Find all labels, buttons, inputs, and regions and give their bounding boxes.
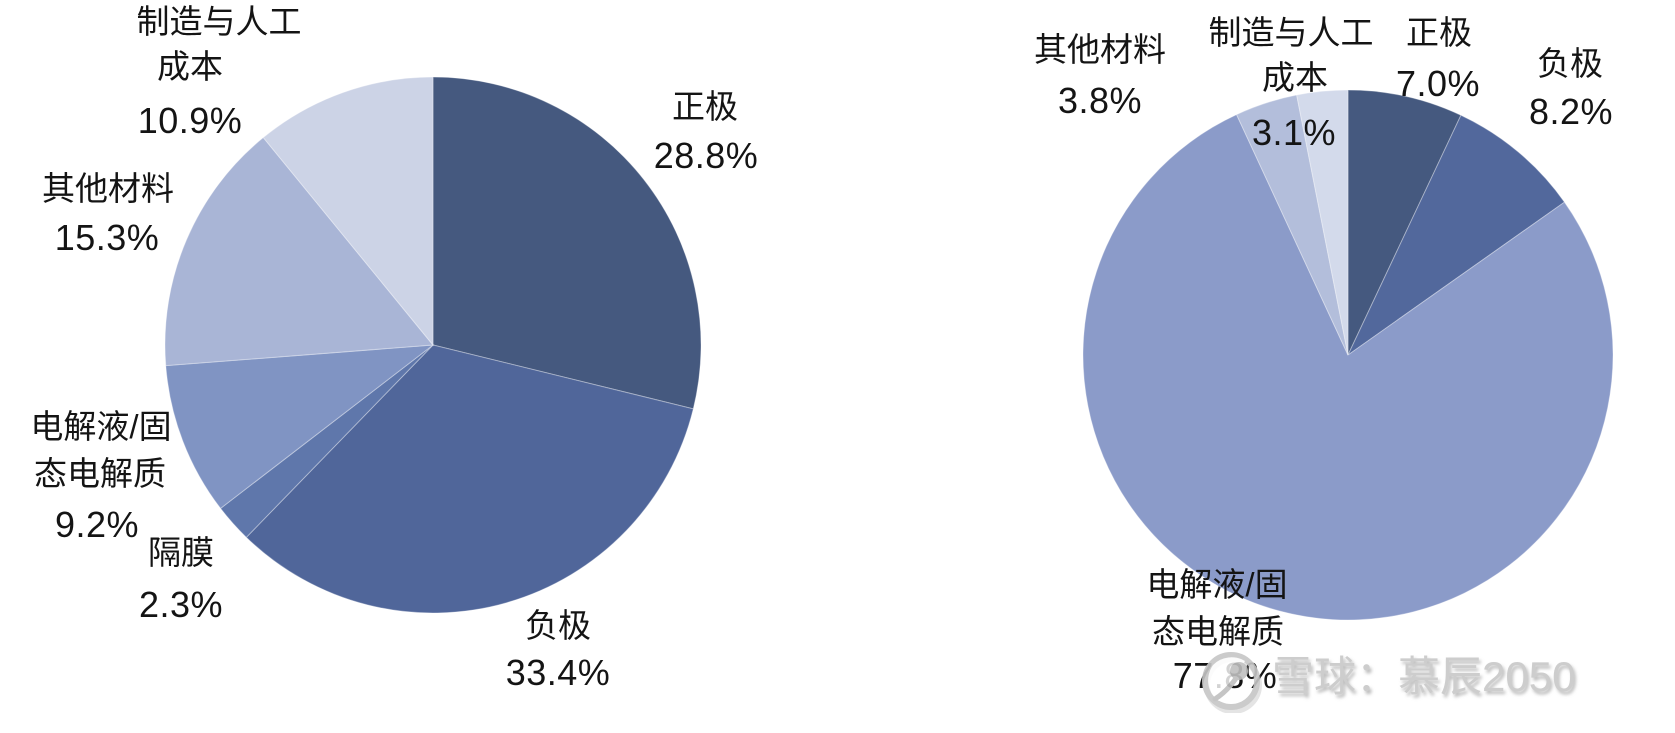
left-label-separator-value: 2.3% (138, 584, 224, 625)
watermark: 雪球：慕辰2050 (1199, 649, 1669, 719)
right-label-other-name: 其他材料 (1034, 31, 1166, 68)
left-label-anode-name: 负极 (525, 607, 591, 644)
left-label-other-value: 15.3% (54, 217, 160, 258)
right-label-cathode-name: 正极 (1406, 14, 1472, 51)
left-label-electrolyte-value: 9.2% (54, 504, 140, 545)
pie-slice-right (1296, 89, 1349, 356)
pie-slice-left (245, 344, 694, 614)
right-label-mfg-line1: 制造与人工 (1208, 14, 1374, 51)
pie-slice-right (1347, 89, 1462, 356)
left-label-electrolyte-line2: 态电解质 (34, 455, 166, 492)
left-label-mfg-line2: 成本 (157, 48, 223, 85)
left-label-cathode-value: 28.8% (653, 135, 759, 176)
left-label-cathode-name: 正极 (672, 88, 738, 125)
pie-slice-left (432, 76, 702, 410)
left-label-separator-name: 隔膜 (148, 534, 214, 571)
pie-slice-right (1346, 114, 1566, 357)
right-label-electrolyte-line1: 电解液/固 (1146, 566, 1288, 603)
left-label-anode-value: 33.4% (505, 652, 611, 693)
right-label-electrolyte-line2: 态电解质 (1152, 613, 1284, 650)
pie-slice-left (164, 136, 434, 367)
pie-slice-right (1082, 113, 1614, 621)
pie-slice-left (165, 344, 435, 510)
pie-slice-right (1235, 94, 1349, 356)
right-label-anode-name: 负极 (1537, 45, 1603, 82)
left-label-mfg-value: 10.9% (137, 100, 243, 141)
watermark-text: 雪球：慕辰2050 (1272, 653, 1576, 700)
right-label-other-value: 3.8% (1057, 80, 1143, 121)
left-label-electrolyte-line1: 电解液/固 (30, 408, 172, 445)
right-label-anode-value: 8.2% (1528, 91, 1614, 132)
left-label-mfg-line1: 制造与人工 (136, 3, 302, 40)
pie-slice-left (219, 344, 434, 539)
right-label-mfg-value: 3.1% (1251, 112, 1337, 153)
xueqiu-snowball-logo-icon (1202, 652, 1262, 713)
right-label-mfg-line2: 成本 (1262, 59, 1328, 96)
right-label-cathode-value: 7.0% (1395, 63, 1481, 104)
pie-slice-left (262, 76, 434, 347)
left-label-other-name: 其他材料 (42, 170, 174, 207)
